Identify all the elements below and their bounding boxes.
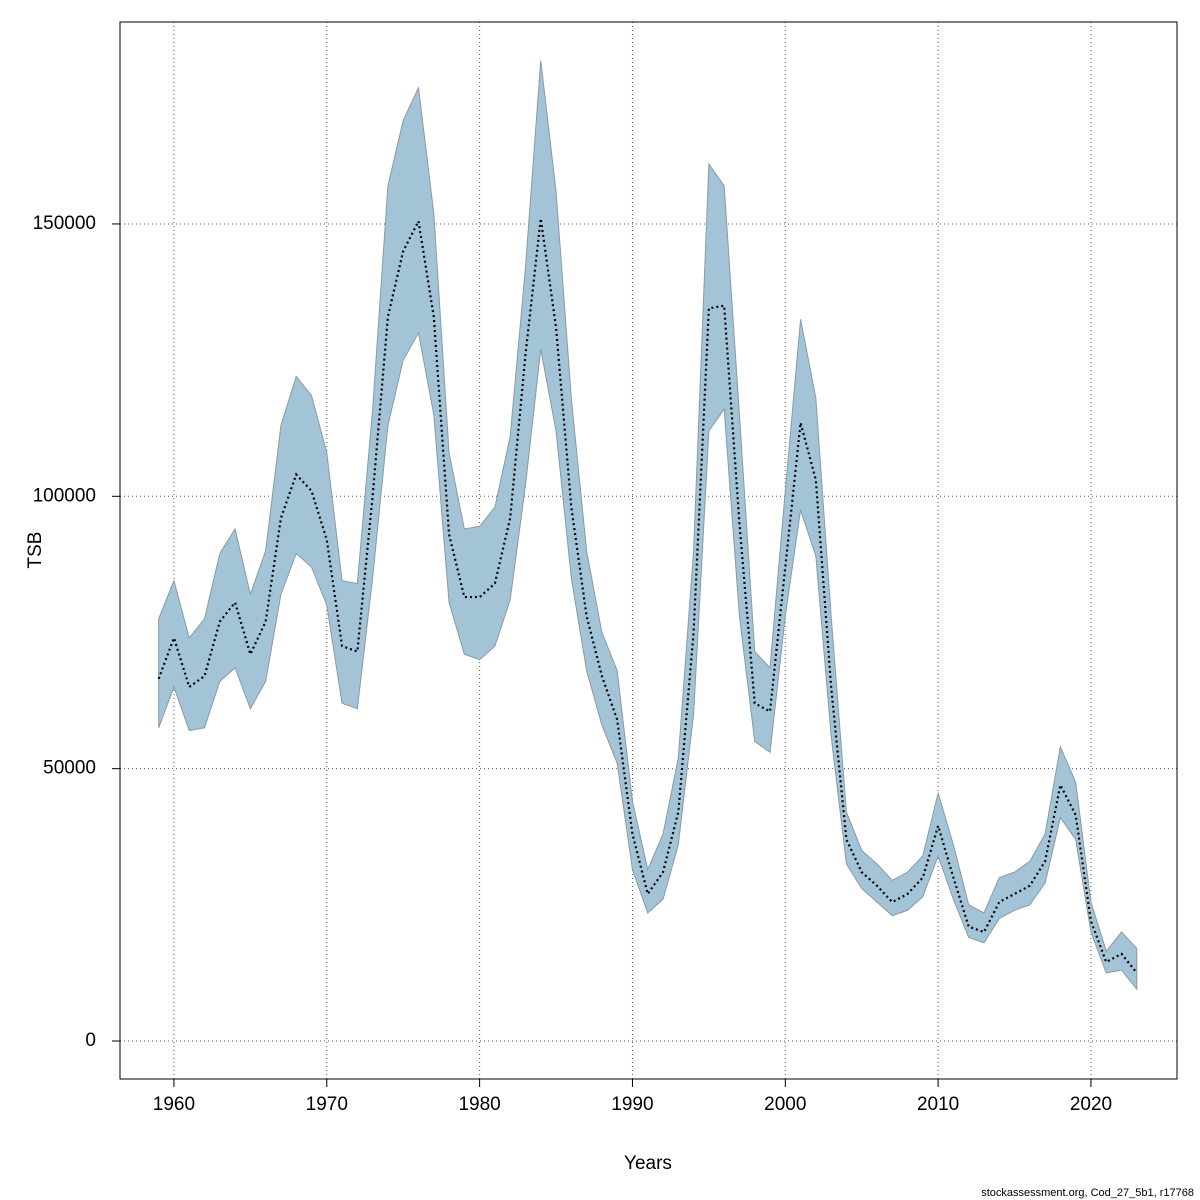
- x-tick-label: 1970: [306, 1094, 348, 1115]
- footer: stockassessment.org, Cod_27_5b1, r17768: [981, 1187, 1194, 1199]
- y-tick-label: 50000: [43, 758, 96, 779]
- y-tick-label: 100000: [33, 485, 96, 506]
- x-tick-label: 1980: [458, 1094, 500, 1115]
- estimate-line: [157, 217, 1138, 974]
- confidence-band: [158, 60, 1138, 991]
- y-axis-label: TSB: [25, 532, 46, 569]
- x-tick-label: 1990: [611, 1094, 653, 1115]
- x-tick-label: 1960: [153, 1094, 195, 1115]
- x-tick-label: 2000: [764, 1094, 806, 1115]
- y-tick-label: 150000: [33, 213, 96, 234]
- x-tick-label: 2010: [917, 1094, 959, 1115]
- y-tick-label: 0: [85, 1030, 96, 1051]
- x-axis-label: Years: [624, 1153, 672, 1174]
- x-tick-label: 2020: [1070, 1094, 1112, 1115]
- plot-frame: [119, 21, 1178, 1080]
